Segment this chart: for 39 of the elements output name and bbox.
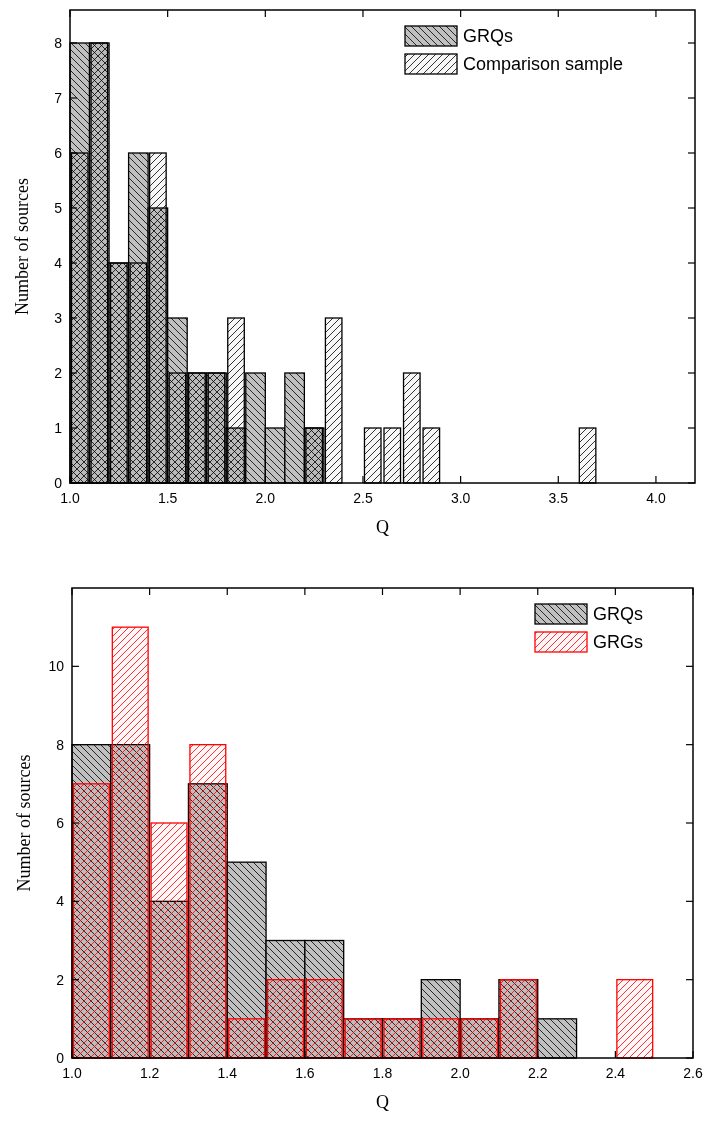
y-tick-label: 0 xyxy=(54,474,63,491)
y-tick-label: 4 xyxy=(56,893,65,910)
y-tick-label: 2 xyxy=(54,364,63,381)
legend-label: GRQs xyxy=(593,604,644,625)
y-tick-label: 1 xyxy=(54,419,63,436)
x-tick-label: 1.6 xyxy=(295,1065,315,1081)
x-tick-label: 1.0 xyxy=(62,1065,82,1081)
x-tick-label: 4.0 xyxy=(646,490,666,506)
y-tick-label: 6 xyxy=(54,144,63,161)
x-tick-label: 2.2 xyxy=(528,1065,548,1081)
legend-label: GRGs xyxy=(593,632,644,653)
y-tick-label: 8 xyxy=(56,736,65,753)
y-tick-label: 8 xyxy=(54,34,63,51)
x-tick-label: 2.4 xyxy=(605,1065,626,1081)
y-tick-label: 0 xyxy=(56,1049,65,1066)
x-tick-label: 1.4 xyxy=(217,1065,238,1081)
y-tick-label: 6 xyxy=(56,814,65,831)
x-tick-label: 2.0 xyxy=(255,490,276,506)
legend-label: GRQs xyxy=(463,26,514,47)
x-axis-title: Q xyxy=(376,1092,389,1112)
y-tick-label: 4 xyxy=(54,254,63,271)
x-tick-label: 3.5 xyxy=(548,490,569,506)
x-tick-label: 2.6 xyxy=(683,1065,703,1081)
y-tick-label: 2 xyxy=(56,971,65,988)
y-tick-label: 7 xyxy=(54,89,63,106)
y-axis-title: Number of sources xyxy=(14,754,34,892)
x-axis-title: Q xyxy=(376,517,389,537)
y-tick-label: 10 xyxy=(48,658,65,675)
x-tick-label: 2.0 xyxy=(450,1065,471,1081)
x-tick-label: 1.8 xyxy=(372,1065,393,1081)
x-tick-label: 1.5 xyxy=(157,490,178,506)
legend-label: Comparison sample xyxy=(463,54,624,75)
y-tick-label: 5 xyxy=(54,199,63,216)
x-tick-label: 2.5 xyxy=(353,490,373,506)
y-tick-label: 3 xyxy=(54,309,63,326)
x-tick-label: 3.0 xyxy=(450,490,471,506)
x-tick-label: 1.0 xyxy=(60,490,80,506)
y-axis-title: Number of sources xyxy=(12,178,32,315)
x-tick-label: 1.2 xyxy=(139,1065,160,1081)
